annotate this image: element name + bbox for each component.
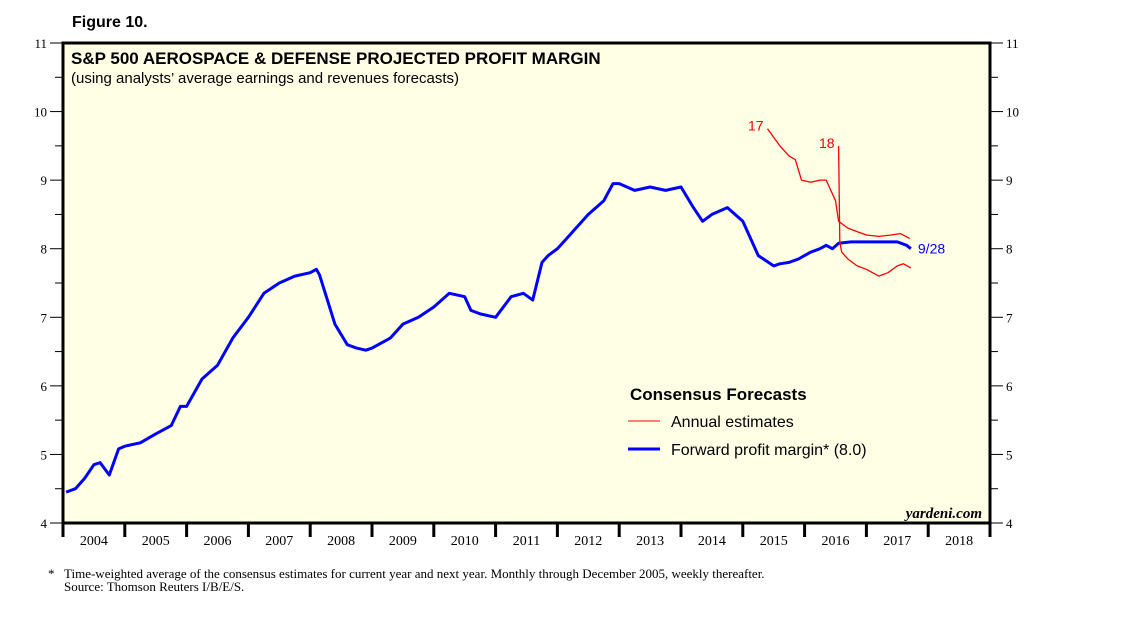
series-line-forward-profit-margin — [65, 182, 912, 494]
y-tick-label-left: 8 — [41, 242, 48, 257]
footnote-line-1: Time-weighted average of the consensus e… — [64, 566, 765, 581]
y-tick-label-left: 10 — [34, 105, 47, 120]
x-tick-label: 2004 — [80, 534, 108, 549]
y-tick-label-right: 11 — [1006, 36, 1019, 51]
x-tick-label: 2006 — [204, 534, 232, 549]
x-tick-label: 2017 — [883, 534, 911, 549]
x-tick-label: 2013 — [636, 534, 664, 549]
figure-label: Figure 10. — [72, 14, 148, 31]
chart-subtitle: (using analysts’ average earnings and re… — [71, 70, 459, 87]
series-line-annual-estimates-2018 — [837, 145, 912, 277]
y-tick-label-left: 6 — [41, 379, 48, 394]
x-tick-label: 2005 — [142, 534, 170, 549]
x-tick-label: 2009 — [389, 534, 417, 549]
y-tick-label-right: 5 — [1006, 447, 1013, 462]
series-group: 9/28 17 18 — [65, 118, 945, 494]
legend-title: Consensus Forecasts — [630, 385, 807, 404]
x-tick-label: 2007 — [265, 534, 293, 549]
y-tick-label-right: 7 — [1006, 310, 1013, 325]
y-tick-label-left: 5 — [41, 447, 48, 462]
chart-title: S&P 500 AEROSPACE & DEFENSE PROJECTED PR… — [71, 49, 601, 68]
y-tick-label-left: 9 — [41, 173, 48, 188]
y-tick-label-right: 8 — [1006, 242, 1013, 257]
x-tick-label: 2015 — [760, 534, 788, 549]
y-tick-label-right: 6 — [1006, 379, 1013, 394]
x-axis: 2004 2005 2006 2007 2008 2009 2010 2011 2012 2013… — [61, 523, 992, 549]
plot-frame — [61, 41, 992, 525]
plot-background — [63, 43, 990, 523]
x-tick-label: 2010 — [451, 534, 479, 549]
x-tick-label: 2014 — [698, 534, 726, 549]
y-tick-label-right: 9 — [1006, 173, 1013, 188]
y-tick-label-left: 4 — [41, 516, 48, 531]
series-label: 17 — [748, 118, 764, 134]
y-axis-right: 4 5 6 7 8 9 10 11 — [990, 36, 1019, 531]
x-tick-label: 2012 — [574, 534, 602, 549]
x-tick-label: 2011 — [513, 534, 540, 549]
series-label: 18 — [819, 135, 835, 151]
x-tick-label: 2008 — [327, 534, 355, 549]
footnote-line-2: Source: Thomson Reuters I/B/E/S. — [64, 579, 245, 594]
watermark: yardeni.com — [904, 506, 982, 522]
x-tick-label: 2016 — [822, 534, 850, 549]
y-axis-left: 4 5 6 7 8 9 10 11 — [34, 36, 63, 531]
x-tick-label: 2018 — [945, 534, 973, 549]
y-tick-label-left: 11 — [34, 36, 47, 51]
y-tick-label-right: 4 — [1006, 516, 1013, 531]
legend-label-forward: Forward profit margin* (8.0) — [671, 442, 867, 459]
footnote-marker: * — [48, 566, 55, 581]
series-end-label: 9/28 — [918, 241, 945, 257]
y-tick-label-right: 10 — [1006, 105, 1019, 120]
y-tick-label-left: 7 — [41, 310, 48, 325]
series-line-annual-estimates-2017 — [766, 128, 910, 239]
legend-label-annual: Annual estimates — [671, 414, 794, 431]
footnote: * Time-weighted average of the consensus … — [48, 567, 765, 593]
